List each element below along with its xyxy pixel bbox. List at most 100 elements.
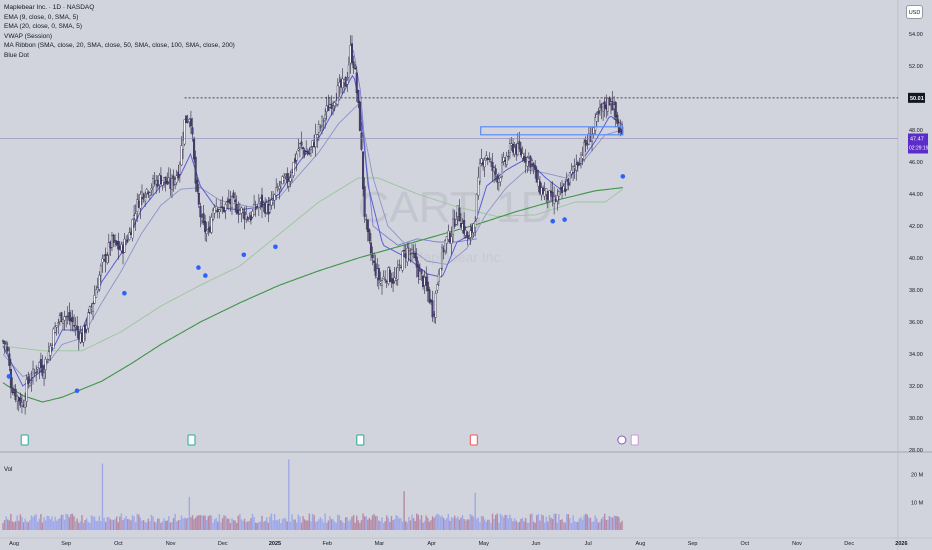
candle-body bbox=[71, 316, 74, 323]
x-tick-label: Oct bbox=[114, 541, 123, 547]
candle-body bbox=[354, 67, 357, 70]
volume-bar bbox=[55, 520, 58, 530]
candle-body bbox=[313, 142, 316, 147]
candle-body bbox=[57, 322, 60, 324]
candle-body bbox=[92, 303, 95, 312]
vwap-line bbox=[352, 49, 477, 246]
volume-bar bbox=[79, 521, 82, 530]
volume-bar bbox=[525, 518, 527, 530]
candle-body bbox=[543, 190, 546, 197]
candle-body bbox=[344, 77, 347, 87]
volume-bar bbox=[125, 516, 127, 530]
candle-body bbox=[194, 156, 197, 184]
candle-body bbox=[439, 268, 442, 277]
candle-body bbox=[175, 175, 178, 183]
candle-body bbox=[238, 210, 241, 215]
volume-bar bbox=[412, 518, 415, 530]
volume-bar bbox=[545, 516, 547, 530]
volume-bar bbox=[223, 515, 225, 530]
volume-bar bbox=[531, 513, 533, 530]
candle-body bbox=[531, 160, 534, 164]
volume-bar bbox=[24, 518, 26, 530]
ma100-line bbox=[2, 177, 624, 352]
candle-body bbox=[16, 396, 19, 402]
volume-bar bbox=[270, 513, 273, 530]
volume-bar bbox=[416, 513, 418, 530]
volume-bar bbox=[461, 515, 464, 530]
candle-body bbox=[567, 178, 570, 186]
candle-body bbox=[613, 104, 616, 110]
volume-bar bbox=[573, 521, 576, 530]
candle-body bbox=[330, 103, 333, 109]
candle-body bbox=[368, 229, 371, 242]
candle-body bbox=[579, 154, 582, 164]
candle-body bbox=[573, 166, 576, 169]
legend-indicator-blue-dot[interactable]: Blue Dot bbox=[4, 51, 29, 59]
volume-bar bbox=[239, 513, 241, 530]
candle-body bbox=[85, 325, 88, 330]
volume-bar bbox=[585, 513, 587, 530]
candle-body bbox=[396, 267, 399, 280]
volume-bar bbox=[344, 517, 347, 530]
legend-indicator-vwap[interactable]: VWAP (Session) bbox=[4, 32, 53, 40]
volume-bar bbox=[70, 514, 72, 530]
volume-bar bbox=[177, 520, 179, 530]
candle-body bbox=[491, 161, 494, 171]
candle-body bbox=[221, 206, 224, 208]
x-tick-label: Nov bbox=[792, 541, 802, 547]
volume-bar bbox=[428, 521, 431, 530]
candle-body bbox=[381, 280, 384, 286]
candle-body bbox=[455, 219, 458, 225]
volume-bar bbox=[374, 516, 377, 530]
candle-body bbox=[188, 118, 191, 123]
volume-bar bbox=[354, 522, 356, 530]
volume-bar bbox=[210, 515, 213, 530]
legend-indicator-ema9[interactable]: EMA (9, close, 0, SMA, 5) bbox=[4, 13, 79, 21]
candle-body bbox=[218, 209, 221, 212]
volume-bar bbox=[14, 521, 17, 530]
blue-dot bbox=[550, 218, 556, 224]
volume-bar bbox=[240, 519, 243, 530]
volume-bar bbox=[236, 523, 238, 530]
volume-bar bbox=[548, 515, 551, 530]
currency-button[interactable]: USD bbox=[906, 5, 923, 19]
volume-bar bbox=[551, 518, 554, 530]
volume-bar bbox=[566, 514, 568, 530]
volume-bar bbox=[267, 522, 270, 530]
candle-body bbox=[120, 244, 123, 251]
volume-bar bbox=[529, 514, 532, 530]
candle-body bbox=[458, 207, 461, 222]
volume-bar bbox=[518, 521, 521, 530]
legend-indicator-ma-ribbon[interactable]: MA Ribbon (SMA, close, 20, SMA, close, 5… bbox=[4, 42, 235, 50]
volume-bar bbox=[365, 516, 367, 530]
volume-bar bbox=[610, 516, 612, 530]
volume-bar bbox=[313, 514, 315, 530]
candle-body bbox=[131, 219, 134, 239]
candle-body bbox=[158, 175, 161, 185]
volume-bar bbox=[157, 518, 159, 530]
volume-bar bbox=[284, 518, 287, 530]
candle-body bbox=[327, 105, 330, 112]
volume-bar bbox=[264, 520, 266, 530]
volume-bar bbox=[422, 522, 424, 530]
volume-bar bbox=[62, 514, 64, 530]
volume-bar bbox=[174, 513, 176, 530]
blue-dot bbox=[6, 374, 12, 379]
volume-bar bbox=[136, 513, 138, 530]
candle-body bbox=[167, 177, 170, 182]
y-tick-label: 54.00 bbox=[909, 32, 923, 38]
volume-bar bbox=[329, 516, 331, 530]
candle-body bbox=[35, 372, 38, 374]
legend-indicator-ema20[interactable]: EMA (20, close, 0, SMA, 5) bbox=[4, 23, 83, 31]
legend-title[interactable]: Maplebear Inc. · 1D · NASDAQ bbox=[4, 4, 95, 11]
ema20-line bbox=[2, 103, 623, 377]
volume-bar bbox=[13, 522, 15, 530]
candle-body bbox=[504, 160, 507, 162]
candle-body bbox=[90, 307, 93, 309]
volume-bar bbox=[247, 521, 249, 530]
volume-bar bbox=[386, 515, 388, 530]
candle-body bbox=[39, 359, 42, 368]
volume-bar bbox=[528, 522, 530, 530]
candle-body bbox=[24, 399, 27, 408]
